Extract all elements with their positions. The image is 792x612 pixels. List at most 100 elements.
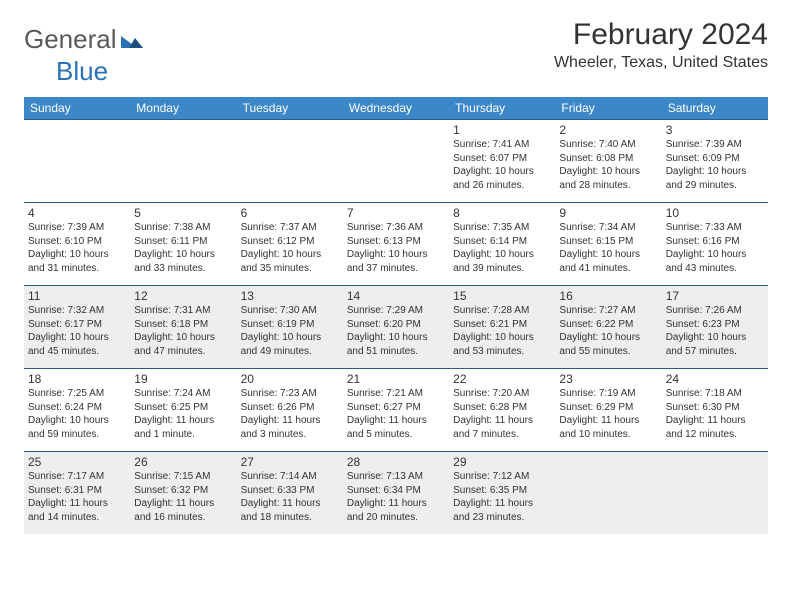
brand-part1: General	[24, 24, 117, 55]
daylight-text: Daylight: 11 hours and 16 minutes.	[134, 497, 232, 524]
day-number: 10	[666, 206, 764, 220]
sunset-text: Sunset: 6:21 PM	[453, 318, 551, 332]
day-number: 4	[28, 206, 126, 220]
sunset-text: Sunset: 6:30 PM	[666, 401, 764, 415]
daylight-text: Daylight: 10 hours and 39 minutes.	[453, 248, 551, 275]
sunset-text: Sunset: 6:13 PM	[347, 235, 445, 249]
daylight-text: Daylight: 11 hours and 7 minutes.	[453, 414, 551, 441]
day-cell: 9Sunrise: 7:34 AMSunset: 6:15 PMDaylight…	[555, 203, 661, 285]
day-cell: 5Sunrise: 7:38 AMSunset: 6:11 PMDaylight…	[130, 203, 236, 285]
brand-part2: Blue	[56, 56, 108, 87]
day-cell: 21Sunrise: 7:21 AMSunset: 6:27 PMDayligh…	[343, 369, 449, 451]
daylight-text: Daylight: 11 hours and 20 minutes.	[347, 497, 445, 524]
sunrise-text: Sunrise: 7:21 AM	[347, 387, 445, 401]
day-cell: 25Sunrise: 7:17 AMSunset: 6:31 PMDayligh…	[24, 452, 130, 534]
sunrise-text: Sunrise: 7:34 AM	[559, 221, 657, 235]
sunset-text: Sunset: 6:20 PM	[347, 318, 445, 332]
sunrise-text: Sunrise: 7:35 AM	[453, 221, 551, 235]
sunrise-text: Sunrise: 7:27 AM	[559, 304, 657, 318]
day-number: 24	[666, 372, 764, 386]
day-number: 9	[559, 206, 657, 220]
daylight-text: Daylight: 10 hours and 37 minutes.	[347, 248, 445, 275]
sunset-text: Sunset: 6:08 PM	[559, 152, 657, 166]
sunrise-text: Sunrise: 7:25 AM	[28, 387, 126, 401]
sunset-text: Sunset: 6:26 PM	[241, 401, 339, 415]
daylight-text: Daylight: 11 hours and 5 minutes.	[347, 414, 445, 441]
daylight-text: Daylight: 11 hours and 14 minutes.	[28, 497, 126, 524]
sunset-text: Sunset: 6:19 PM	[241, 318, 339, 332]
sunrise-text: Sunrise: 7:33 AM	[666, 221, 764, 235]
sunset-text: Sunset: 6:09 PM	[666, 152, 764, 166]
day-number: 27	[241, 455, 339, 469]
day-number: 13	[241, 289, 339, 303]
sunset-text: Sunset: 6:18 PM	[134, 318, 232, 332]
sunset-text: Sunset: 6:24 PM	[28, 401, 126, 415]
sunrise-text: Sunrise: 7:38 AM	[134, 221, 232, 235]
day-cell: 14Sunrise: 7:29 AMSunset: 6:20 PMDayligh…	[343, 286, 449, 368]
daylight-text: Daylight: 11 hours and 3 minutes.	[241, 414, 339, 441]
day-number: 7	[347, 206, 445, 220]
day-cell: 3Sunrise: 7:39 AMSunset: 6:09 PMDaylight…	[662, 120, 768, 202]
sunset-text: Sunset: 6:29 PM	[559, 401, 657, 415]
sunset-text: Sunset: 6:31 PM	[28, 484, 126, 498]
sunrise-text: Sunrise: 7:36 AM	[347, 221, 445, 235]
day-cell	[662, 452, 768, 534]
day-cell: 11Sunrise: 7:32 AMSunset: 6:17 PMDayligh…	[24, 286, 130, 368]
day-number: 11	[28, 289, 126, 303]
sunrise-text: Sunrise: 7:26 AM	[666, 304, 764, 318]
day-cell: 19Sunrise: 7:24 AMSunset: 6:25 PMDayligh…	[130, 369, 236, 451]
sunset-text: Sunset: 6:25 PM	[134, 401, 232, 415]
weekday-header-cell: Wednesday	[343, 97, 449, 119]
sunset-text: Sunset: 6:07 PM	[453, 152, 551, 166]
sunrise-text: Sunrise: 7:39 AM	[28, 221, 126, 235]
day-cell: 4Sunrise: 7:39 AMSunset: 6:10 PMDaylight…	[24, 203, 130, 285]
week-row: 18Sunrise: 7:25 AMSunset: 6:24 PMDayligh…	[24, 368, 768, 451]
day-number: 29	[453, 455, 551, 469]
daylight-text: Daylight: 10 hours and 49 minutes.	[241, 331, 339, 358]
day-number: 12	[134, 289, 232, 303]
day-number: 16	[559, 289, 657, 303]
daylight-text: Daylight: 10 hours and 28 minutes.	[559, 165, 657, 192]
week-row: 11Sunrise: 7:32 AMSunset: 6:17 PMDayligh…	[24, 285, 768, 368]
sunrise-text: Sunrise: 7:17 AM	[28, 470, 126, 484]
day-cell: 17Sunrise: 7:26 AMSunset: 6:23 PMDayligh…	[662, 286, 768, 368]
day-number: 15	[453, 289, 551, 303]
sunrise-text: Sunrise: 7:19 AM	[559, 387, 657, 401]
weekday-header-cell: Sunday	[24, 97, 130, 119]
sunset-text: Sunset: 6:28 PM	[453, 401, 551, 415]
day-number: 21	[347, 372, 445, 386]
daylight-text: Daylight: 10 hours and 55 minutes.	[559, 331, 657, 358]
calendar: SundayMondayTuesdayWednesdayThursdayFrid…	[24, 97, 768, 534]
day-number: 28	[347, 455, 445, 469]
sunset-text: Sunset: 6:10 PM	[28, 235, 126, 249]
daylight-text: Daylight: 11 hours and 12 minutes.	[666, 414, 764, 441]
sunrise-text: Sunrise: 7:28 AM	[453, 304, 551, 318]
day-number: 19	[134, 372, 232, 386]
day-number: 20	[241, 372, 339, 386]
day-number: 8	[453, 206, 551, 220]
sunrise-text: Sunrise: 7:31 AM	[134, 304, 232, 318]
week-row: 1Sunrise: 7:41 AMSunset: 6:07 PMDaylight…	[24, 119, 768, 202]
sunset-text: Sunset: 6:23 PM	[666, 318, 764, 332]
daylight-text: Daylight: 10 hours and 45 minutes.	[28, 331, 126, 358]
sunrise-text: Sunrise: 7:18 AM	[666, 387, 764, 401]
day-cell: 16Sunrise: 7:27 AMSunset: 6:22 PMDayligh…	[555, 286, 661, 368]
sunrise-text: Sunrise: 7:23 AM	[241, 387, 339, 401]
day-cell: 26Sunrise: 7:15 AMSunset: 6:32 PMDayligh…	[130, 452, 236, 534]
weekday-header-cell: Tuesday	[237, 97, 343, 119]
sunset-text: Sunset: 6:32 PM	[134, 484, 232, 498]
sunrise-text: Sunrise: 7:29 AM	[347, 304, 445, 318]
sunset-text: Sunset: 6:27 PM	[347, 401, 445, 415]
daylight-text: Daylight: 10 hours and 51 minutes.	[347, 331, 445, 358]
month-title: February 2024	[554, 18, 768, 52]
sunrise-text: Sunrise: 7:24 AM	[134, 387, 232, 401]
day-number: 3	[666, 123, 764, 137]
day-cell: 20Sunrise: 7:23 AMSunset: 6:26 PMDayligh…	[237, 369, 343, 451]
day-number: 6	[241, 206, 339, 220]
sunrise-text: Sunrise: 7:30 AM	[241, 304, 339, 318]
daylight-text: Daylight: 11 hours and 18 minutes.	[241, 497, 339, 524]
brand-mark-icon	[121, 32, 143, 53]
sunrise-text: Sunrise: 7:20 AM	[453, 387, 551, 401]
day-number: 23	[559, 372, 657, 386]
day-cell	[343, 120, 449, 202]
